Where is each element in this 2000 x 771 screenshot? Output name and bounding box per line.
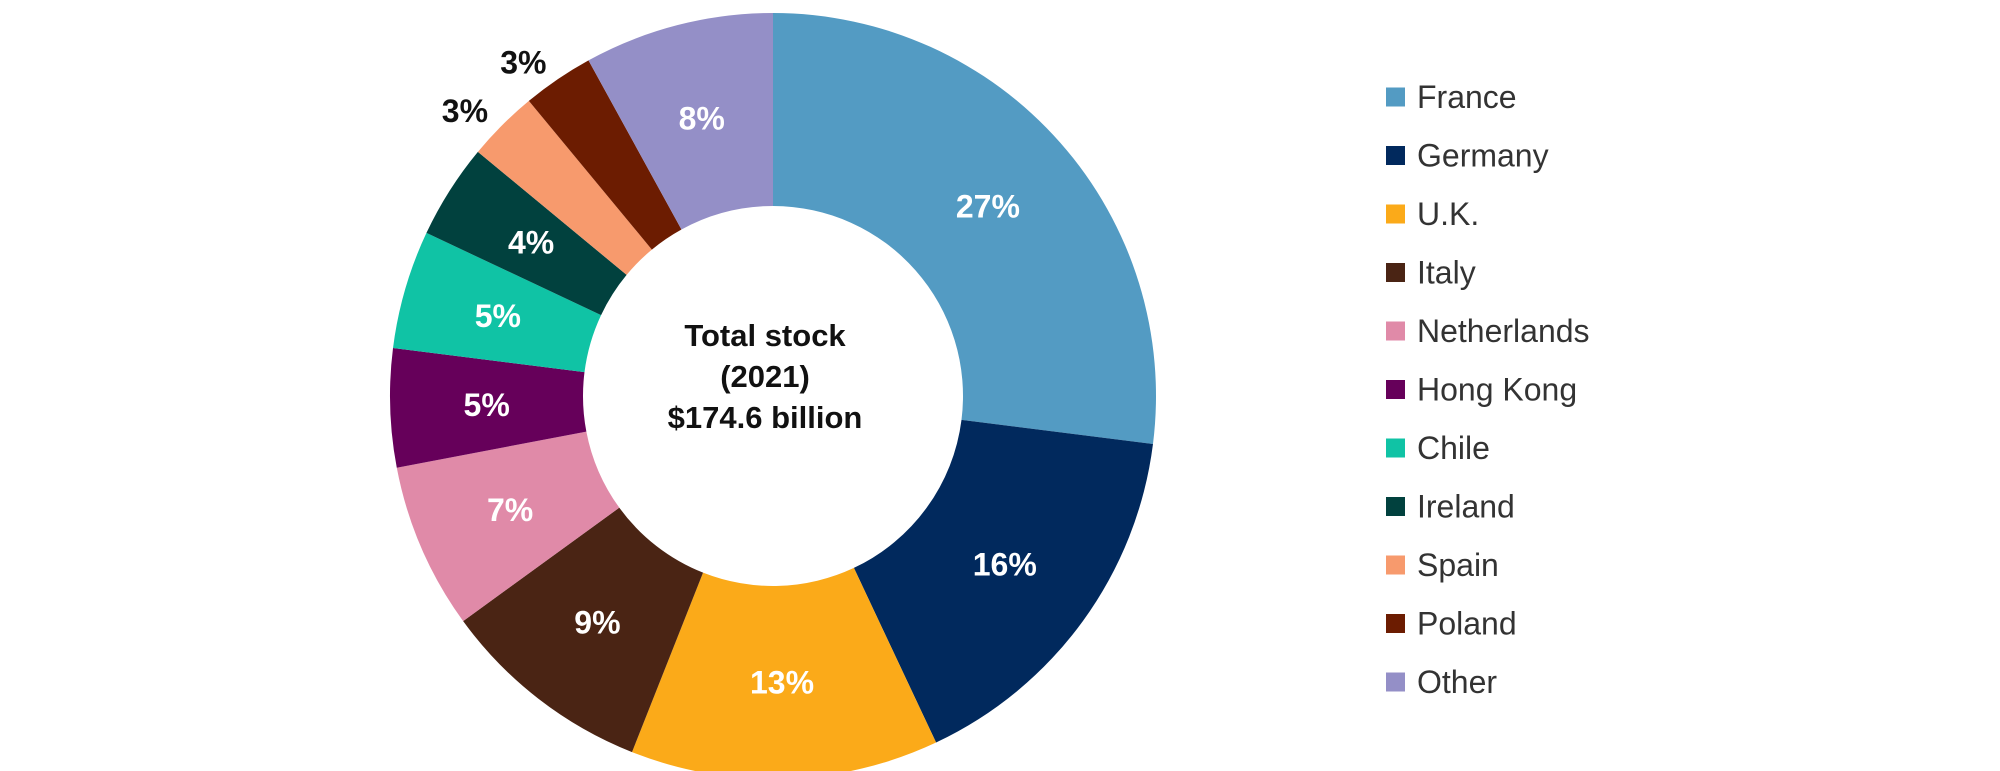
legend-label-italy: Italy <box>1417 255 1476 291</box>
center-label: Total stock (2021) $174.6 billion <box>668 318 863 435</box>
legend-label-chile: Chile <box>1417 430 1490 466</box>
slice-u-k <box>632 567 937 771</box>
slice-label-netherlands: 7% <box>487 492 533 528</box>
legend-label-ireland: Ireland <box>1417 489 1515 525</box>
center-label-line-1: Total stock <box>684 318 846 353</box>
legend-swatch-u-k <box>1386 204 1405 224</box>
slice-germany <box>853 419 1153 743</box>
center-label-line-2: (2021) <box>720 359 810 394</box>
legend-label-france: France <box>1417 79 1517 115</box>
slice-hong-kong <box>389 347 587 468</box>
slice-label-italy: 9% <box>574 604 620 640</box>
legend-swatch-other <box>1386 672 1405 692</box>
slice-label-ireland: 4% <box>508 224 554 260</box>
legend-label-netherlands: Netherlands <box>1417 313 1590 349</box>
legend-item-italy: Italy <box>1386 255 1476 291</box>
legend-swatch-italy <box>1386 263 1405 282</box>
legend-item-france: France <box>1386 79 1517 115</box>
slice-label-poland: 3% <box>500 45 546 81</box>
legend-item-spain: Spain <box>1386 547 1499 583</box>
legend-label-poland: Poland <box>1417 606 1517 642</box>
slice-ireland <box>426 151 627 316</box>
legend-swatch-poland <box>1386 614 1405 633</box>
center-label-line-3: $174.6 billion <box>668 400 863 435</box>
slice-label-chile: 5% <box>475 298 521 334</box>
legend-swatch-ireland <box>1386 497 1405 516</box>
slice-chile <box>393 232 602 373</box>
slice-label-germany: 16% <box>973 546 1037 582</box>
legend-label-spain: Spain <box>1417 547 1499 583</box>
legend-swatch-hong-kong <box>1386 380 1405 399</box>
slice-label-france: 27% <box>956 189 1020 225</box>
donut-slices <box>389 13 1156 771</box>
slice-other <box>588 13 773 230</box>
slice-label-hong-kong: 5% <box>464 387 510 423</box>
slice-italy <box>463 507 704 753</box>
legend-item-other: Other <box>1386 664 1497 700</box>
slice-france <box>773 13 1156 445</box>
legend-label-germany: Germany <box>1417 138 1549 174</box>
slice-label-spain: 3% <box>442 93 488 129</box>
legend-item-poland: Poland <box>1386 606 1517 642</box>
slice-label-u-k: 13% <box>750 664 814 700</box>
legend-swatch-chile <box>1386 438 1405 458</box>
legend-item-u-k: U.K. <box>1386 196 1479 232</box>
legend-swatch-germany <box>1386 146 1405 165</box>
legend-label-other: Other <box>1417 664 1497 700</box>
legend: France Germany U.K. Italy Netherlands Hong Ko… <box>1386 79 1590 700</box>
slice-label-other: 8% <box>679 101 725 137</box>
legend-item-hong-kong: Hong Kong <box>1386 372 1577 408</box>
slice-poland <box>528 60 682 250</box>
legend-swatch-france <box>1386 87 1405 107</box>
legend-swatch-netherlands <box>1386 321 1405 341</box>
slice-netherlands <box>396 431 620 622</box>
legend-item-netherlands: Netherlands <box>1386 313 1590 349</box>
slice-labels: 27% 16% 13% 9% 7% 5% 5% 4% 3% 3% 8% <box>442 45 1037 701</box>
legend-label-hong-kong: Hong Kong <box>1417 372 1577 408</box>
legend-swatch-spain <box>1386 555 1405 575</box>
slice-spain <box>477 100 652 275</box>
legend-label-u-k: U.K. <box>1417 196 1479 232</box>
legend-item-germany: Germany <box>1386 138 1549 174</box>
legend-item-chile: Chile <box>1386 430 1490 466</box>
legend-item-ireland: Ireland <box>1386 489 1515 525</box>
